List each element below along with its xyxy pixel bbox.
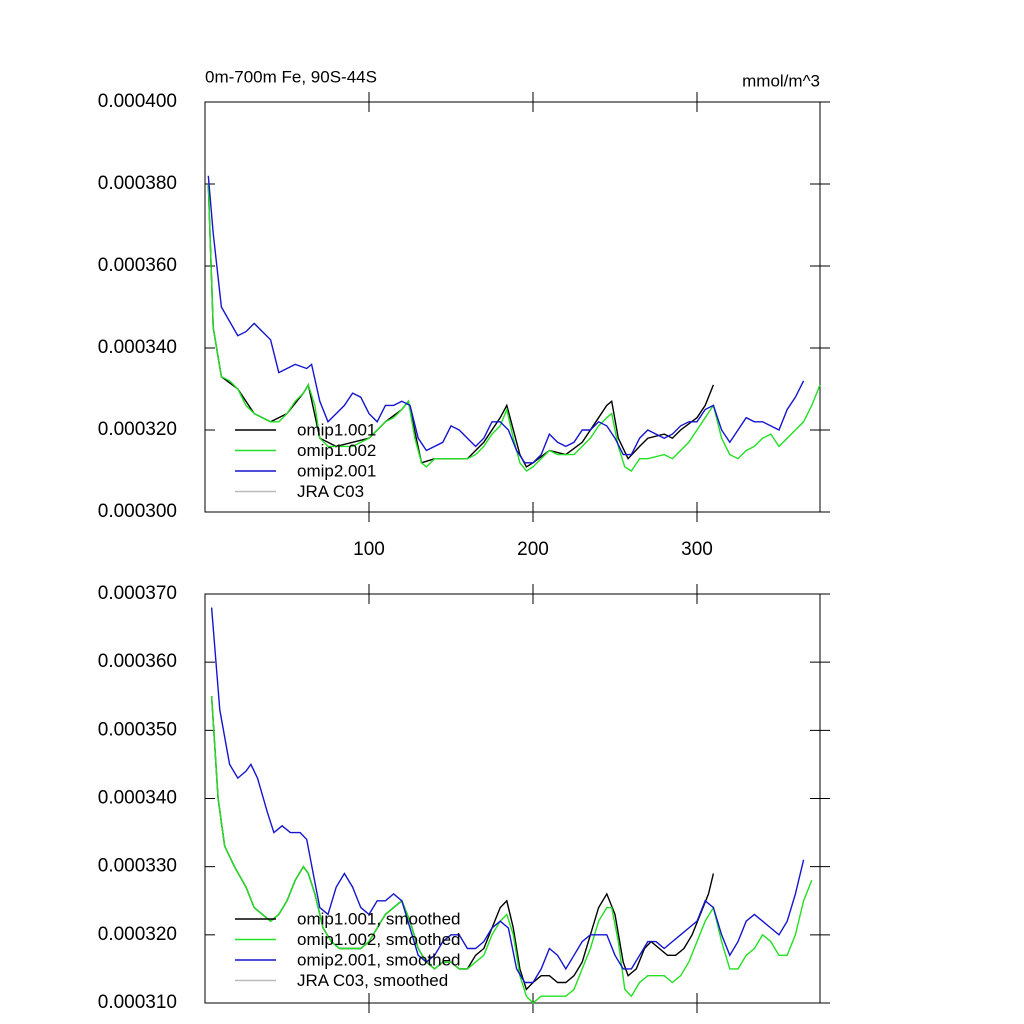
y-tick-label: 0.000340 [98, 788, 177, 809]
legend-label: omip2.001, smoothed [297, 950, 461, 969]
legend-label: omip2.001 [297, 461, 376, 480]
series-line [210, 696, 715, 991]
y-tick-label: 0.000380 [98, 173, 177, 194]
x-tick-label: 100 [353, 539, 385, 560]
y-tick-label: 0.000300 [98, 501, 177, 522]
y-tick-label: 0.000350 [98, 719, 177, 740]
units-label: mmol/m^3 [742, 71, 820, 90]
y-tick-label: 0.000370 [98, 583, 177, 604]
chart-title: 0m-700m Fe, 90S-44S [205, 67, 377, 86]
plot-frame [204, 101, 821, 513]
series-line [210, 607, 805, 984]
y-tick-label: 0.000320 [98, 419, 177, 440]
legend-label: omip1.001, smoothed [297, 909, 461, 928]
y-tick-label: 0.000360 [98, 651, 177, 672]
series-line [207, 183, 715, 468]
y-tick-label: 0.000320 [98, 924, 177, 945]
legend-label: JRA C03, smoothed [297, 971, 448, 990]
x-tick-label: 300 [681, 539, 713, 560]
y-tick-label: 0.000400 [98, 91, 177, 112]
legend-label: omip1.002, smoothed [297, 930, 461, 949]
x-tick-label: 200 [517, 539, 549, 560]
legend-label: omip1.001 [297, 420, 376, 439]
y-tick-label: 0.000360 [98, 255, 177, 276]
y-tick-label: 0.000310 [98, 992, 177, 1013]
legend-label: omip1.002 [297, 441, 376, 460]
series-line [207, 175, 805, 464]
y-tick-label: 0.000340 [98, 337, 177, 358]
y-tick-label: 0.000330 [98, 856, 177, 877]
series-line [210, 696, 813, 1004]
series-line [207, 183, 821, 472]
legend-label: JRA C03 [297, 482, 364, 501]
